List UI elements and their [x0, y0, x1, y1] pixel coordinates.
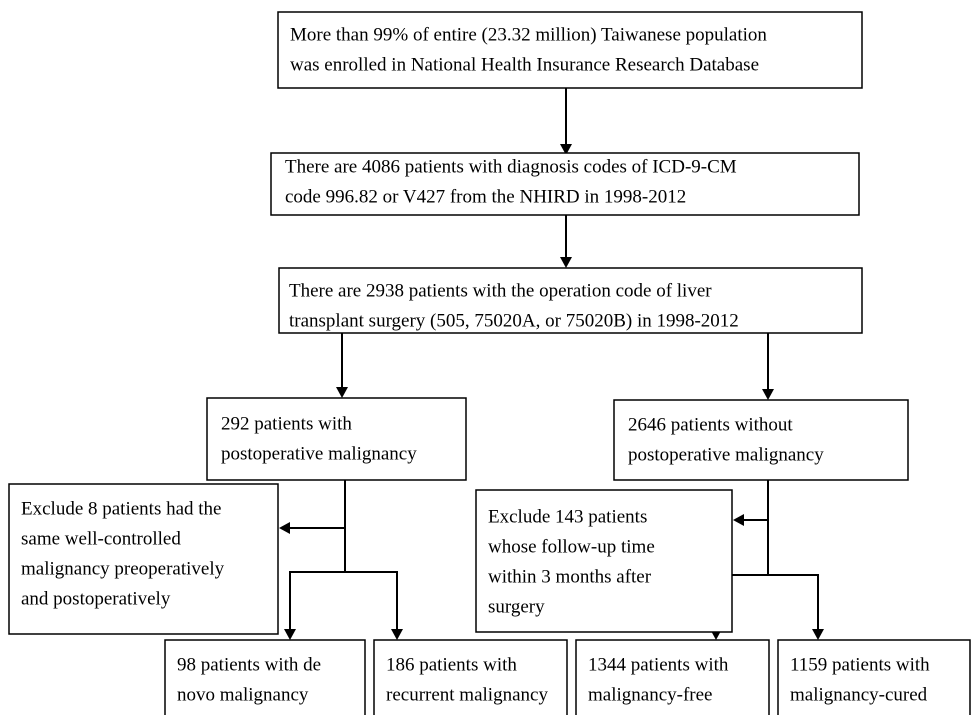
node-text: There are 2938 patients with the operati… — [289, 280, 712, 301]
node-text: postoperative malignancy — [221, 443, 417, 464]
node-text: and postoperatively — [21, 588, 171, 609]
node-text: 1344 patients with — [588, 654, 729, 675]
node-box — [8, 483, 279, 635]
node-text: recurrent malignancy — [386, 684, 548, 705]
node-box — [777, 639, 971, 715]
arrowhead — [560, 257, 572, 268]
arrowhead — [733, 514, 744, 526]
node-text: whose follow-up time — [488, 536, 655, 557]
node-text: Exclude 8 patients had the — [21, 498, 222, 519]
node-text: 98 patients with de — [177, 654, 321, 675]
node-text: 2646 patients without — [628, 414, 793, 435]
arrowhead — [284, 629, 296, 640]
arrowhead — [391, 629, 403, 640]
arrowhead — [560, 144, 572, 155]
node-text: More than 99% of entire (23.32 million) … — [290, 24, 767, 45]
node-box — [277, 11, 863, 89]
arrowhead — [336, 387, 348, 398]
arrowhead — [279, 522, 290, 534]
node-text: same well-controlled — [21, 528, 181, 549]
node-text: 1159 patients with — [790, 654, 930, 675]
node-text: 292 patients with — [221, 413, 352, 434]
node-box — [164, 639, 366, 715]
node-text: malignancy preoperatively — [21, 558, 225, 579]
node-text: within 3 months after — [488, 566, 652, 587]
node-box — [613, 399, 909, 481]
node-text: was enrolled in National Health Insuranc… — [290, 54, 759, 75]
connectors — [279, 88, 824, 640]
node-text: There are 4086 patients with diagnosis c… — [285, 156, 737, 177]
node-box — [475, 489, 733, 633]
arrowhead — [812, 629, 824, 640]
arrowhead — [762, 389, 774, 400]
node-text: 186 patients with — [386, 654, 517, 675]
node-box — [278, 267, 863, 334]
node-text: malignancy-free — [588, 684, 712, 705]
connector — [289, 571, 398, 631]
node-box — [575, 639, 770, 715]
node-box — [270, 152, 860, 216]
node-text: code 996.82 or V427 from the NHIRD in 19… — [285, 186, 686, 207]
node-text: postoperative malignancy — [628, 444, 824, 465]
node-text: surgery — [488, 596, 545, 617]
node-text: malignancy-cured — [790, 684, 928, 705]
node-box — [206, 397, 467, 481]
node-text: transplant surgery (505, 75020A, or 7502… — [289, 310, 739, 331]
node-box — [373, 639, 568, 715]
node-text: novo malignancy — [177, 684, 309, 705]
node-text: Exclude 143 patients — [488, 506, 647, 527]
